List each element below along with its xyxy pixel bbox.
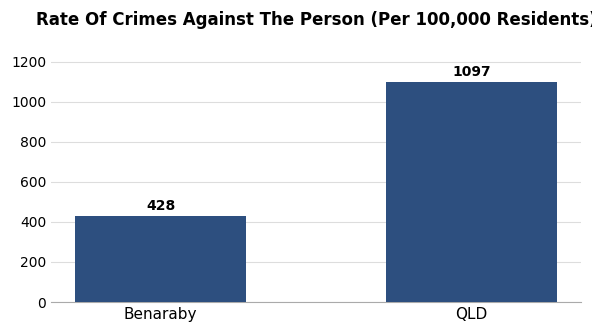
Text: 428: 428 — [146, 199, 175, 213]
Text: 1097: 1097 — [452, 65, 491, 79]
Bar — [386, 82, 557, 302]
Bar — [75, 216, 246, 302]
Title: Rate Of Crimes Against The Person (Per 100,000 Residents): Rate Of Crimes Against The Person (Per 1… — [36, 11, 592, 29]
